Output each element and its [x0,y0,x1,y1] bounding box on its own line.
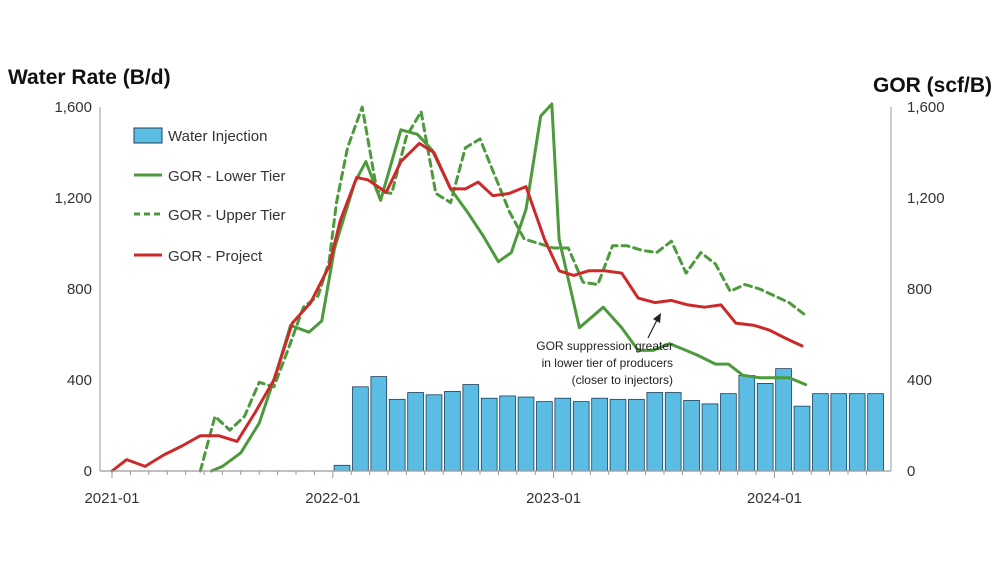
annotation: GOR suppression greater in lower tier of… [536,313,673,387]
legend: Water Injection GOR - Lower Tier GOR - U… [133,127,286,265]
legend-water-injection-label: Water Injection [168,128,268,145]
water-injection-bar [609,398,627,472]
x-tick-label: 2022-01 [305,490,360,507]
legend-water-injection-swatch [133,127,163,144]
y-right-tick-label: 800 [907,281,932,298]
water-injection-bar [628,398,645,472]
water-injection-bar [425,394,443,472]
y-right-tick-label: 1,200 [907,190,945,207]
y-left-tick-label: 800 [67,281,92,298]
series-line-gor-project [110,141,804,473]
annotation-line-3: (closer to injectors) [572,373,673,387]
y-left-tick-label: 400 [67,372,92,389]
series-line-gor-lower-tier [209,102,808,473]
water-injection-bar [352,386,369,472]
water-injection-bar [480,397,498,472]
y-left-tick-label: 1,600 [54,99,92,116]
series-line-gor-upper-tier [198,105,806,473]
right-axis-ticks: 0 400 800 1,200 1,600 [907,99,945,480]
water-injection-bar [830,393,848,472]
x-tick-label: 2024-01 [747,490,802,507]
water-injection-bar [812,393,829,472]
annotation-arrowhead [653,313,661,323]
water-injection-bar [848,393,866,472]
legend-gor-upper-label: GOR - Upper Tier [168,207,286,224]
water-injection-bar [333,464,351,472]
water-injection-bar [775,368,792,472]
water-injection-bar [646,392,664,472]
water-injection-bar [756,383,774,472]
water-injection-bar [701,403,719,472]
water-injection-bar [388,398,406,472]
water-injection-bar [499,395,516,472]
annotation-arrow [647,319,658,339]
water-injection-bar [720,393,737,472]
y-right-tick-label: 1,600 [907,99,945,116]
y-right-tick-label: 400 [907,372,932,389]
water-injection-bar [517,396,535,472]
x-tick-label: 2023-01 [526,490,581,507]
legend-gor-project-label: GOR - Project [168,248,263,265]
water-injection-bar [572,401,590,472]
water-injection-bar [370,376,388,472]
annotation-line-1: GOR suppression greater [536,339,673,353]
water-injection-bar [867,393,884,472]
y-left-tick-label: 0 [84,463,92,480]
annotation-line-2: in lower tier of producers [542,356,673,370]
left-axis-ticks: 0 400 800 1,200 1,600 [54,99,92,480]
water-injection-bar [793,405,811,472]
y-right-tick-label: 0 [907,463,915,480]
water-injection-bar [444,390,461,472]
legend-gor-lower-label: GOR - Lower Tier [168,168,286,185]
gor-lines [110,102,808,473]
water-injection-bar [683,400,700,472]
right-axis-title: GOR (scf/B) [873,74,992,97]
x-axis-ticks: 2021-01 2022-01 2023-01 2024-01 [84,471,867,507]
x-tick-label: 2021-01 [84,490,139,507]
water-injection-bars [333,368,884,472]
water-injection-bar [591,397,608,472]
y-left-tick-label: 1,200 [54,190,92,207]
water-injection-bar [554,397,572,472]
water-injection-bar [664,392,682,472]
water-injection-bar [407,392,424,472]
left-axis-title: Water Rate (B/d) [8,66,171,89]
water-injection-bar [536,401,553,472]
water-injection-bar [462,384,480,472]
water-injection-bar [738,375,756,472]
